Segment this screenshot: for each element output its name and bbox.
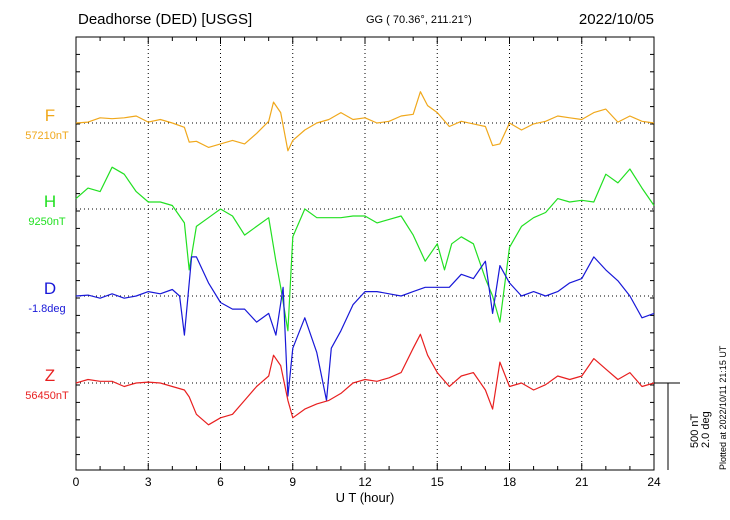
series-baseline-D: -1.8deg [28,303,65,315]
plot-date: 2022/10/05 [578,11,654,28]
x-tick-label-15: 15 [431,475,445,489]
series-labels: F 57210nT H 9250nT D -1.8deg Z 56450nT [25,106,69,402]
series-name-D: D [44,279,56,298]
x-tick-label-3: 3 [145,475,152,489]
series-baseline-H: 9250nT [28,216,66,228]
x-tick-label-18: 18 [503,475,517,489]
series-line-H [75,166,655,332]
series-line-Z [75,333,655,426]
station-title: Deadhorse (DED) [USGS] [78,11,253,28]
x-tick-label-0: 0 [73,475,80,489]
x-tick-label-12: 12 [358,475,372,489]
series-name-F: F [45,106,55,125]
series-baseline-F: 57210nT [25,130,69,142]
x-tick-label-9: 9 [289,475,296,489]
axis-ticks: 0 3 6 9 12 15 18 21 24 [73,37,661,489]
series-line-D [75,256,655,401]
station-coordinates: GG ( 70.36°, 211.21°) [366,14,472,26]
plotted-timestamp: Plotted at 2022/10/11 21:15 UT [718,345,728,470]
series-name-H: H [44,192,56,211]
x-tick-label-21: 21 [575,475,589,489]
series-traces [75,91,655,426]
series-line-F [75,91,655,152]
series-baseline-Z: 56450nT [25,390,69,402]
x-tick-label-6: 6 [217,475,224,489]
plot-grid [76,37,654,470]
x-tick-label-24: 24 [647,475,661,489]
series-name-Z: Z [45,366,55,385]
scale-bar-label: 500 nT 2.0 deg [689,411,712,448]
scale-deg-label: 2.0 deg [700,411,712,448]
x-axis-label: U T (hour) [336,490,395,505]
